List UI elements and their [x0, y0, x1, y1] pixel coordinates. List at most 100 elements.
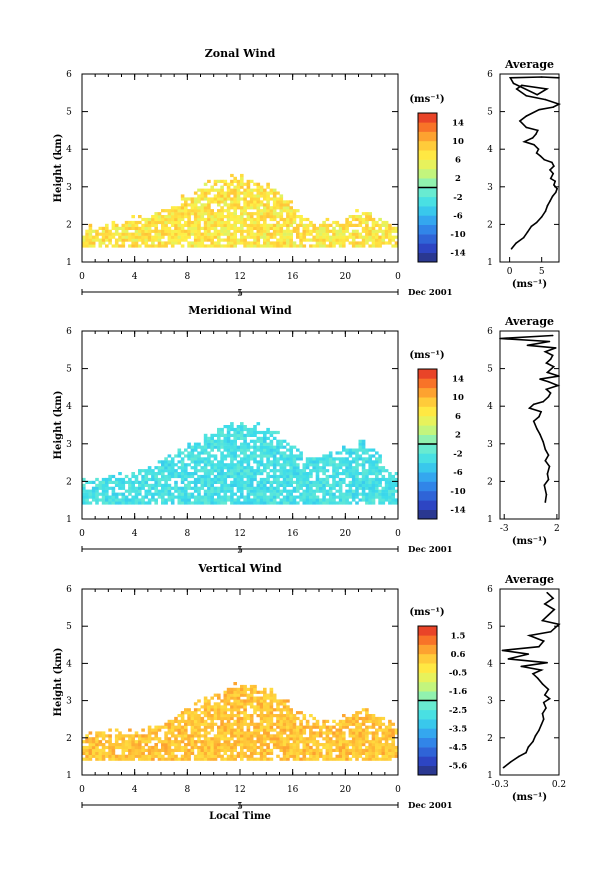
- heatmap-cell: [180, 451, 185, 455]
- heatmap-cell: [272, 454, 277, 458]
- heatmap-cell: [203, 734, 208, 738]
- heatmap-cell: [246, 223, 251, 227]
- heatmap-cell: [213, 492, 218, 496]
- heatmap-cell: [355, 229, 359, 233]
- heatmap-cell: [220, 486, 224, 490]
- heatmap-cell: [276, 223, 280, 227]
- y-tick-label: 2: [66, 734, 72, 744]
- heatmap-cell: [240, 725, 244, 729]
- heatmap-cell: [319, 748, 323, 752]
- heatmap-cell: [309, 483, 313, 487]
- heatmap-cell: [348, 757, 353, 761]
- heatmap-cell: [266, 714, 270, 718]
- profile-point: [525, 751, 527, 754]
- heatmap-cell: [286, 212, 290, 216]
- heatmap-cell: [223, 716, 228, 721]
- heatmap-cell: [286, 748, 290, 752]
- heatmap-cell: [177, 215, 182, 219]
- heatmap-cell: [236, 436, 241, 440]
- heatmap-cell: [394, 480, 399, 484]
- heatmap-cell: [272, 722, 277, 726]
- heatmap-cell: [233, 708, 237, 712]
- heatmap-cell: [233, 740, 237, 744]
- heatmap-cell: [223, 486, 228, 490]
- profile-point: [537, 148, 540, 150]
- heatmap-cell: [164, 460, 168, 464]
- heatmap-cell: [184, 223, 188, 227]
- heatmap-cell: [342, 480, 346, 484]
- heatmap-cell: [351, 751, 356, 755]
- heatmap-cell: [213, 501, 218, 505]
- heatmap-cell: [282, 495, 287, 499]
- heatmap-cell: [322, 719, 326, 723]
- heatmap-cell: [128, 743, 132, 747]
- heatmap-cell: [348, 751, 353, 755]
- heatmap-cell: [105, 501, 109, 505]
- colorbar-swatch: [418, 387, 437, 398]
- heatmap-cell: [157, 751, 162, 755]
- heatmap-cell: [276, 206, 280, 210]
- heatmap-cell: [256, 705, 261, 709]
- heatmap-cell: [101, 483, 106, 487]
- profile-point: [540, 216, 543, 218]
- heatmap-cell: [124, 754, 129, 758]
- heatmap-cell: [203, 436, 208, 440]
- heatmap-cell: [381, 737, 386, 741]
- heatmap-cell: [131, 495, 135, 499]
- heatmap-cell: [223, 457, 228, 461]
- heatmap-cell: [272, 215, 277, 219]
- heatmap-cell: [266, 448, 270, 452]
- heatmap-cell: [335, 451, 340, 455]
- heatmap-cell: [220, 433, 224, 437]
- heatmap-cell: [121, 757, 126, 761]
- heatmap-cell: [230, 179, 234, 183]
- heatmap-cell: [309, 501, 313, 505]
- heatmap-cell: [322, 235, 326, 239]
- heatmap-cell: [226, 425, 231, 429]
- heatmap-cell: [338, 480, 343, 484]
- heatmap-cell: [217, 495, 221, 499]
- heatmap-cell: [240, 451, 244, 455]
- heatmap-cell: [312, 223, 316, 227]
- heatmap-cell: [361, 235, 366, 239]
- heatmap-cell: [292, 226, 297, 230]
- profile-point: [556, 187, 558, 190]
- heatmap-cell: [193, 220, 198, 225]
- heatmap-cell: [213, 740, 218, 744]
- heatmap-cell: [319, 238, 323, 242]
- heatmap-cell: [230, 425, 234, 429]
- heatmap-cell: [266, 463, 270, 467]
- heatmap-cell: [210, 498, 214, 502]
- heatmap-cell: [177, 498, 182, 502]
- heatmap-cell: [213, 182, 218, 186]
- heatmap-cell: [240, 495, 244, 499]
- heatmap-cell: [177, 223, 182, 227]
- heatmap-cell: [272, 436, 277, 440]
- heatmap-cell: [147, 728, 152, 732]
- heatmap-cell: [203, 439, 208, 443]
- heatmap-cell: [296, 725, 300, 729]
- heatmap-cell: [157, 238, 162, 242]
- heatmap-cell: [174, 748, 178, 752]
- heatmap-cell: [246, 445, 251, 449]
- heatmap-cell: [167, 474, 172, 479]
- heatmap-cell: [328, 457, 333, 461]
- heatmap-cell: [220, 725, 224, 729]
- colorbar-swatch: [418, 178, 437, 188]
- heatmap-cell: [319, 751, 323, 755]
- heatmap-cell: [207, 498, 211, 502]
- heatmap-cell: [223, 179, 228, 183]
- heatmap-cell: [108, 734, 112, 738]
- heatmap-cell: [138, 743, 142, 747]
- x-tick-label: 12: [234, 785, 245, 795]
- heatmap-cell: [286, 745, 290, 750]
- heatmap-cell: [203, 498, 208, 502]
- heatmap-cell: [253, 460, 257, 464]
- heatmap-cell: [279, 209, 284, 213]
- heatmap-cell: [305, 474, 310, 479]
- heatmap-cell: [325, 477, 330, 482]
- heatmap-cell: [203, 223, 208, 227]
- heatmap-cell: [253, 469, 257, 473]
- heatmap-cell: [296, 743, 300, 747]
- heatmap-cell: [259, 699, 264, 703]
